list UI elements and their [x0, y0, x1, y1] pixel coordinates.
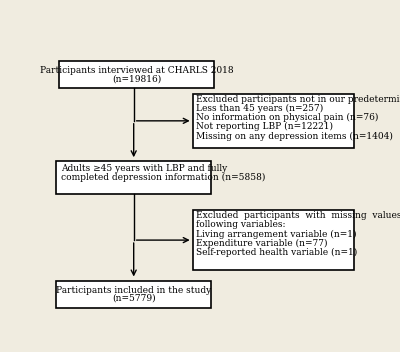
Text: Participants included in the study: Participants included in the study	[56, 286, 211, 295]
FancyBboxPatch shape	[56, 162, 211, 194]
Text: following variables:: following variables:	[196, 220, 286, 230]
FancyBboxPatch shape	[193, 94, 354, 148]
Text: Missing on any depression items (n=1404): Missing on any depression items (n=1404)	[196, 131, 393, 140]
Text: Participants interviewed at CHARLS 2018: Participants interviewed at CHARLS 2018	[40, 66, 234, 75]
Text: completed depression information (n=5858): completed depression information (n=5858…	[61, 172, 265, 182]
Text: Excluded  participants  with  missing  values  in  the: Excluded participants with missing value…	[196, 211, 400, 220]
Text: Adults ≥45 years with LBP and fully: Adults ≥45 years with LBP and fully	[61, 164, 227, 173]
Text: Living arrangement variable (n=1): Living arrangement variable (n=1)	[196, 230, 357, 239]
Text: Self-reported health variable (n=1): Self-reported health variable (n=1)	[196, 248, 358, 257]
Text: No information on physical pain (n=76): No information on physical pain (n=76)	[196, 113, 379, 122]
Text: (n=19816): (n=19816)	[112, 74, 162, 83]
FancyBboxPatch shape	[56, 281, 211, 308]
FancyBboxPatch shape	[193, 210, 354, 270]
FancyBboxPatch shape	[59, 61, 214, 88]
Text: Not reporting LBP (n=12221): Not reporting LBP (n=12221)	[196, 122, 333, 131]
Text: Less than 45 years (n=257): Less than 45 years (n=257)	[196, 104, 324, 113]
Text: Excluded participants not in our predetermined ranges:: Excluded participants not in our predete…	[196, 95, 400, 103]
Text: (n=5779): (n=5779)	[112, 294, 156, 303]
Text: Expenditure variable (n=77): Expenditure variable (n=77)	[196, 239, 328, 248]
